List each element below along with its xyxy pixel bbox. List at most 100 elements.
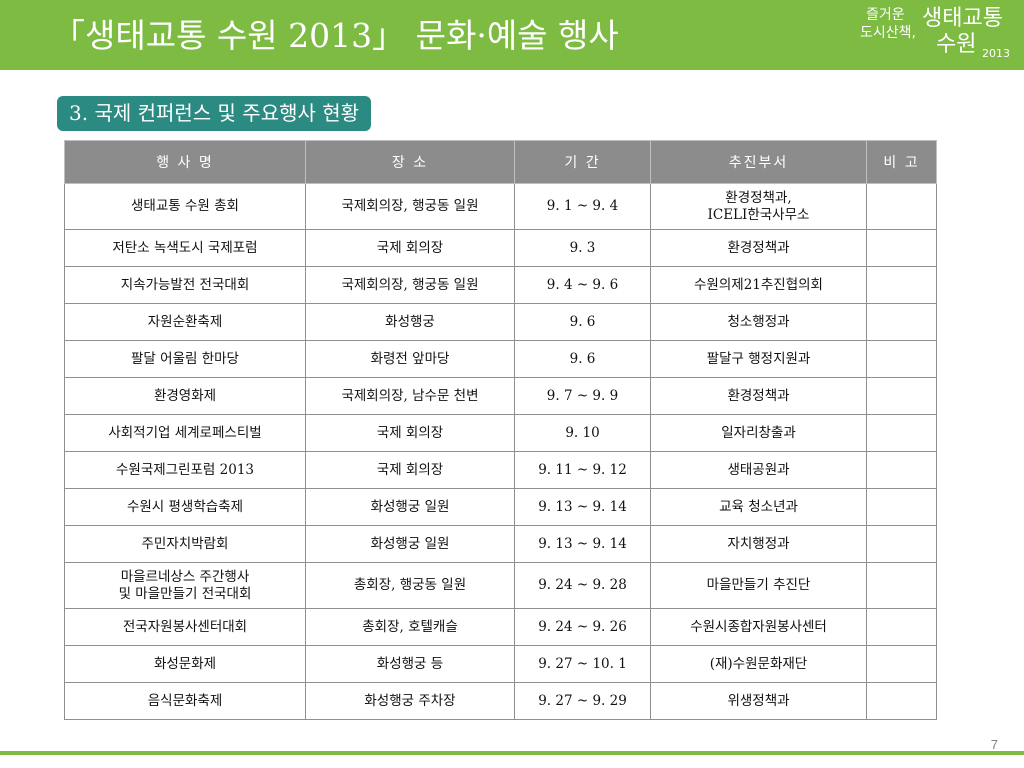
table-cell: 사회적기업 세계로페스티벌 [64,414,306,452]
table-row: 환경영화제 국제회의장, 남수문 천변 9. 7 ~ 9. 9 환경정책과 [64,377,937,415]
table-cell: 생태교통 수원 총회 [64,183,306,230]
table-cell [866,183,937,230]
table-cell: 일자리창출과 [650,414,867,452]
logo-tagline-2: 도시산책, [860,25,916,41]
table-cell [866,562,937,609]
table-cell [866,451,937,489]
table-cell [866,682,937,720]
section-heading: 3. 국제 컨퍼런스 및 주요행사 현황 [57,96,372,131]
table-cell [866,303,937,341]
table-cell: 국제회의장, 행궁동 일원 [305,266,515,304]
column-header: 행 사 명 [64,140,306,184]
table-cell: 9. 11 ~ 9. 12 [514,451,651,489]
table-row: 사회적기업 세계로페스티벌 국제 회의장 9. 10 일자리창출과 [64,414,937,452]
table-row: 자원순환축제 화성행궁 9. 6 청소행정과 [64,303,937,341]
title-bar: 「생태교통 수원 2013」 문화·예술 행사 즐거운 도시산책, 생태교통 수… [0,0,1024,70]
table-cell: 화성행궁 등 [305,645,515,683]
logo-main-2: 수원 [936,32,977,57]
table-cell: 수원의제21추진협의회 [650,266,867,304]
table-cell: 위생정책과 [650,682,867,720]
table-row: 화성문화제 화성행궁 등 9. 27 ~ 10. 1 (재)수원문화재단 [64,645,937,683]
table-cell [866,608,937,646]
table-cell [866,645,937,683]
table-row: 전국자원봉사센터대회 총회장, 호텔캐슬 9. 24 ~ 9. 26 수원시종합자원봉… [64,608,937,646]
table-cell [866,414,937,452]
table-cell: 화성행궁 [305,303,515,341]
table-row: 음식문화축제 화성행궁 주차장 9. 27 ~ 9. 29 위생정책과 [64,682,937,720]
table-cell [866,488,937,526]
table-cell: 9. 3 [514,229,651,267]
ecomobility-logo: 즐거운 도시산책, 생태교통 수원 2013 [860,6,1010,64]
table-cell: 생태공원과 [650,451,867,489]
table-cell: 마을르네상스 주간행사 및 마을만들기 전국대회 [64,562,306,609]
table-cell: 국제회의장, 행궁동 일원 [305,183,515,230]
table-cell: 9. 13 ~ 9. 14 [514,525,651,563]
table-cell: 9. 10 [514,414,651,452]
table-row: 수원국제그린포럼 2013 국제 회의장 9. 11 ~ 9. 12 생태공원과 [64,451,937,489]
table-cell [866,266,937,304]
table-cell: 총회장, 행궁동 일원 [305,562,515,609]
table-cell: 국제 회의장 [305,451,515,489]
table-cell [866,525,937,563]
table-cell: 화령전 앞마당 [305,340,515,378]
table-cell: 총회장, 호텔캐슬 [305,608,515,646]
page-number: 7 [990,737,998,752]
logo-main-1: 생태교통 [922,6,1003,31]
table-cell: 전국자원봉사센터대회 [64,608,306,646]
table-cell: 9. 6 [514,340,651,378]
table-cell: 환경정책과 [650,377,867,415]
column-header: 기 간 [514,140,651,184]
table-cell: 화성행궁 일원 [305,488,515,526]
table-cell: 환경영화제 [64,377,306,415]
logo-year: 2013 [982,47,1010,60]
table-cell: 음식문화축제 [64,682,306,720]
table-cell: 교육 청소년과 [650,488,867,526]
table-cell: 9. 24 ~ 9. 26 [514,608,651,646]
table-cell [866,340,937,378]
table-cell: 마을만들기 추진단 [650,562,867,609]
table-cell: 9. 27 ~ 10. 1 [514,645,651,683]
page-title: 「생태교통 수원 2013」 문화·예술 행사 [52,16,619,55]
table-row: 팔달 어울림 한마당 화령전 앞마당 9. 6 팔달구 행정지원과 [64,340,937,378]
table-row: 지속가능발전 전국대회 국제회의장, 행궁동 일원 9. 4 ~ 9. 6 수원의제2… [64,266,937,304]
table-cell: 국제회의장, 남수문 천변 [305,377,515,415]
table-cell [866,229,937,267]
table-cell: 저탄소 녹색도시 국제포럼 [64,229,306,267]
table-cell: 자치행정과 [650,525,867,563]
table-cell: 9. 6 [514,303,651,341]
table-row: 저탄소 녹색도시 국제포럼 국제 회의장 9. 3 환경정책과 [64,229,937,267]
table-cell: 9. 1 ~ 9. 4 [514,183,651,230]
table-cell: 팔달 어울림 한마당 [64,340,306,378]
table-cell: (재)수원문화재단 [650,645,867,683]
footer-bar [0,751,1024,755]
table-cell: 화성문화제 [64,645,306,683]
column-header: 비 고 [866,140,937,184]
table-cell: 9. 27 ~ 9. 29 [514,682,651,720]
table-row: 주민자치박람회 화성행궁 일원 9. 13 ~ 9. 14 자치행정과 [64,525,937,563]
table-cell: 국제 회의장 [305,414,515,452]
table-cell: 청소행정과 [650,303,867,341]
table-cell: 주민자치박람회 [64,525,306,563]
table-cell [866,377,937,415]
column-header: 추진부서 [650,140,867,184]
table-cell: 9. 24 ~ 9. 28 [514,562,651,609]
table-cell: 9. 4 ~ 9. 6 [514,266,651,304]
column-header: 장 소 [305,140,515,184]
table-cell: 수원시 평생학습축제 [64,488,306,526]
table-cell: 수원국제그린포럼 2013 [64,451,306,489]
table-cell: 환경정책과 [650,229,867,267]
logo-tagline-1: 즐거운 [866,7,905,23]
table-cell: 9. 13 ~ 9. 14 [514,488,651,526]
table-cell: 화성행궁 일원 [305,525,515,563]
table-cell: 화성행궁 주차장 [305,682,515,720]
table-cell: 자원순환축제 [64,303,306,341]
table-body: 생태교통 수원 총회 국제회의장, 행궁동 일원 9. 1 ~ 9. 4 환경정책과,… [64,183,937,720]
table-cell: 지속가능발전 전국대회 [64,266,306,304]
table-cell: 환경정책과, ICELI한국사무소 [650,183,867,230]
table-cell: 수원시종합자원봉사센터 [650,608,867,646]
table-row: 생태교통 수원 총회 국제회의장, 행궁동 일원 9. 1 ~ 9. 4 환경정책과,… [64,183,937,230]
table-row: 마을르네상스 주간행사 및 마을만들기 전국대회 총회장, 행궁동 일원 9. 24 … [64,562,937,609]
table-cell: 국제 회의장 [305,229,515,267]
